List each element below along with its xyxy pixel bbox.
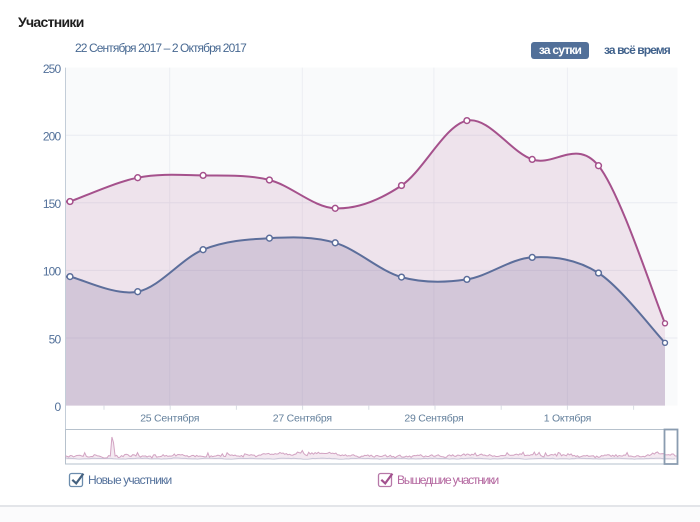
svg-text:200: 200 [43,130,62,144]
svg-text:100: 100 [43,265,62,279]
svg-text:1 Октября: 1 Октября [544,413,591,425]
svg-text:50: 50 [49,332,62,346]
svg-text:250: 250 [43,62,62,76]
svg-text:29 Сентября: 29 Сентября [404,413,463,425]
svg-text:Новые участники: Новые участники [88,473,171,487]
svg-text:0: 0 [54,400,61,414]
svg-text:150: 150 [43,197,62,211]
svg-text:Вышедшие участники: Вышедшие участники [397,473,498,487]
svg-text:27 Сентября: 27 Сентября [273,413,332,425]
svg-text:25 Сентября: 25 Сентября [140,413,199,425]
